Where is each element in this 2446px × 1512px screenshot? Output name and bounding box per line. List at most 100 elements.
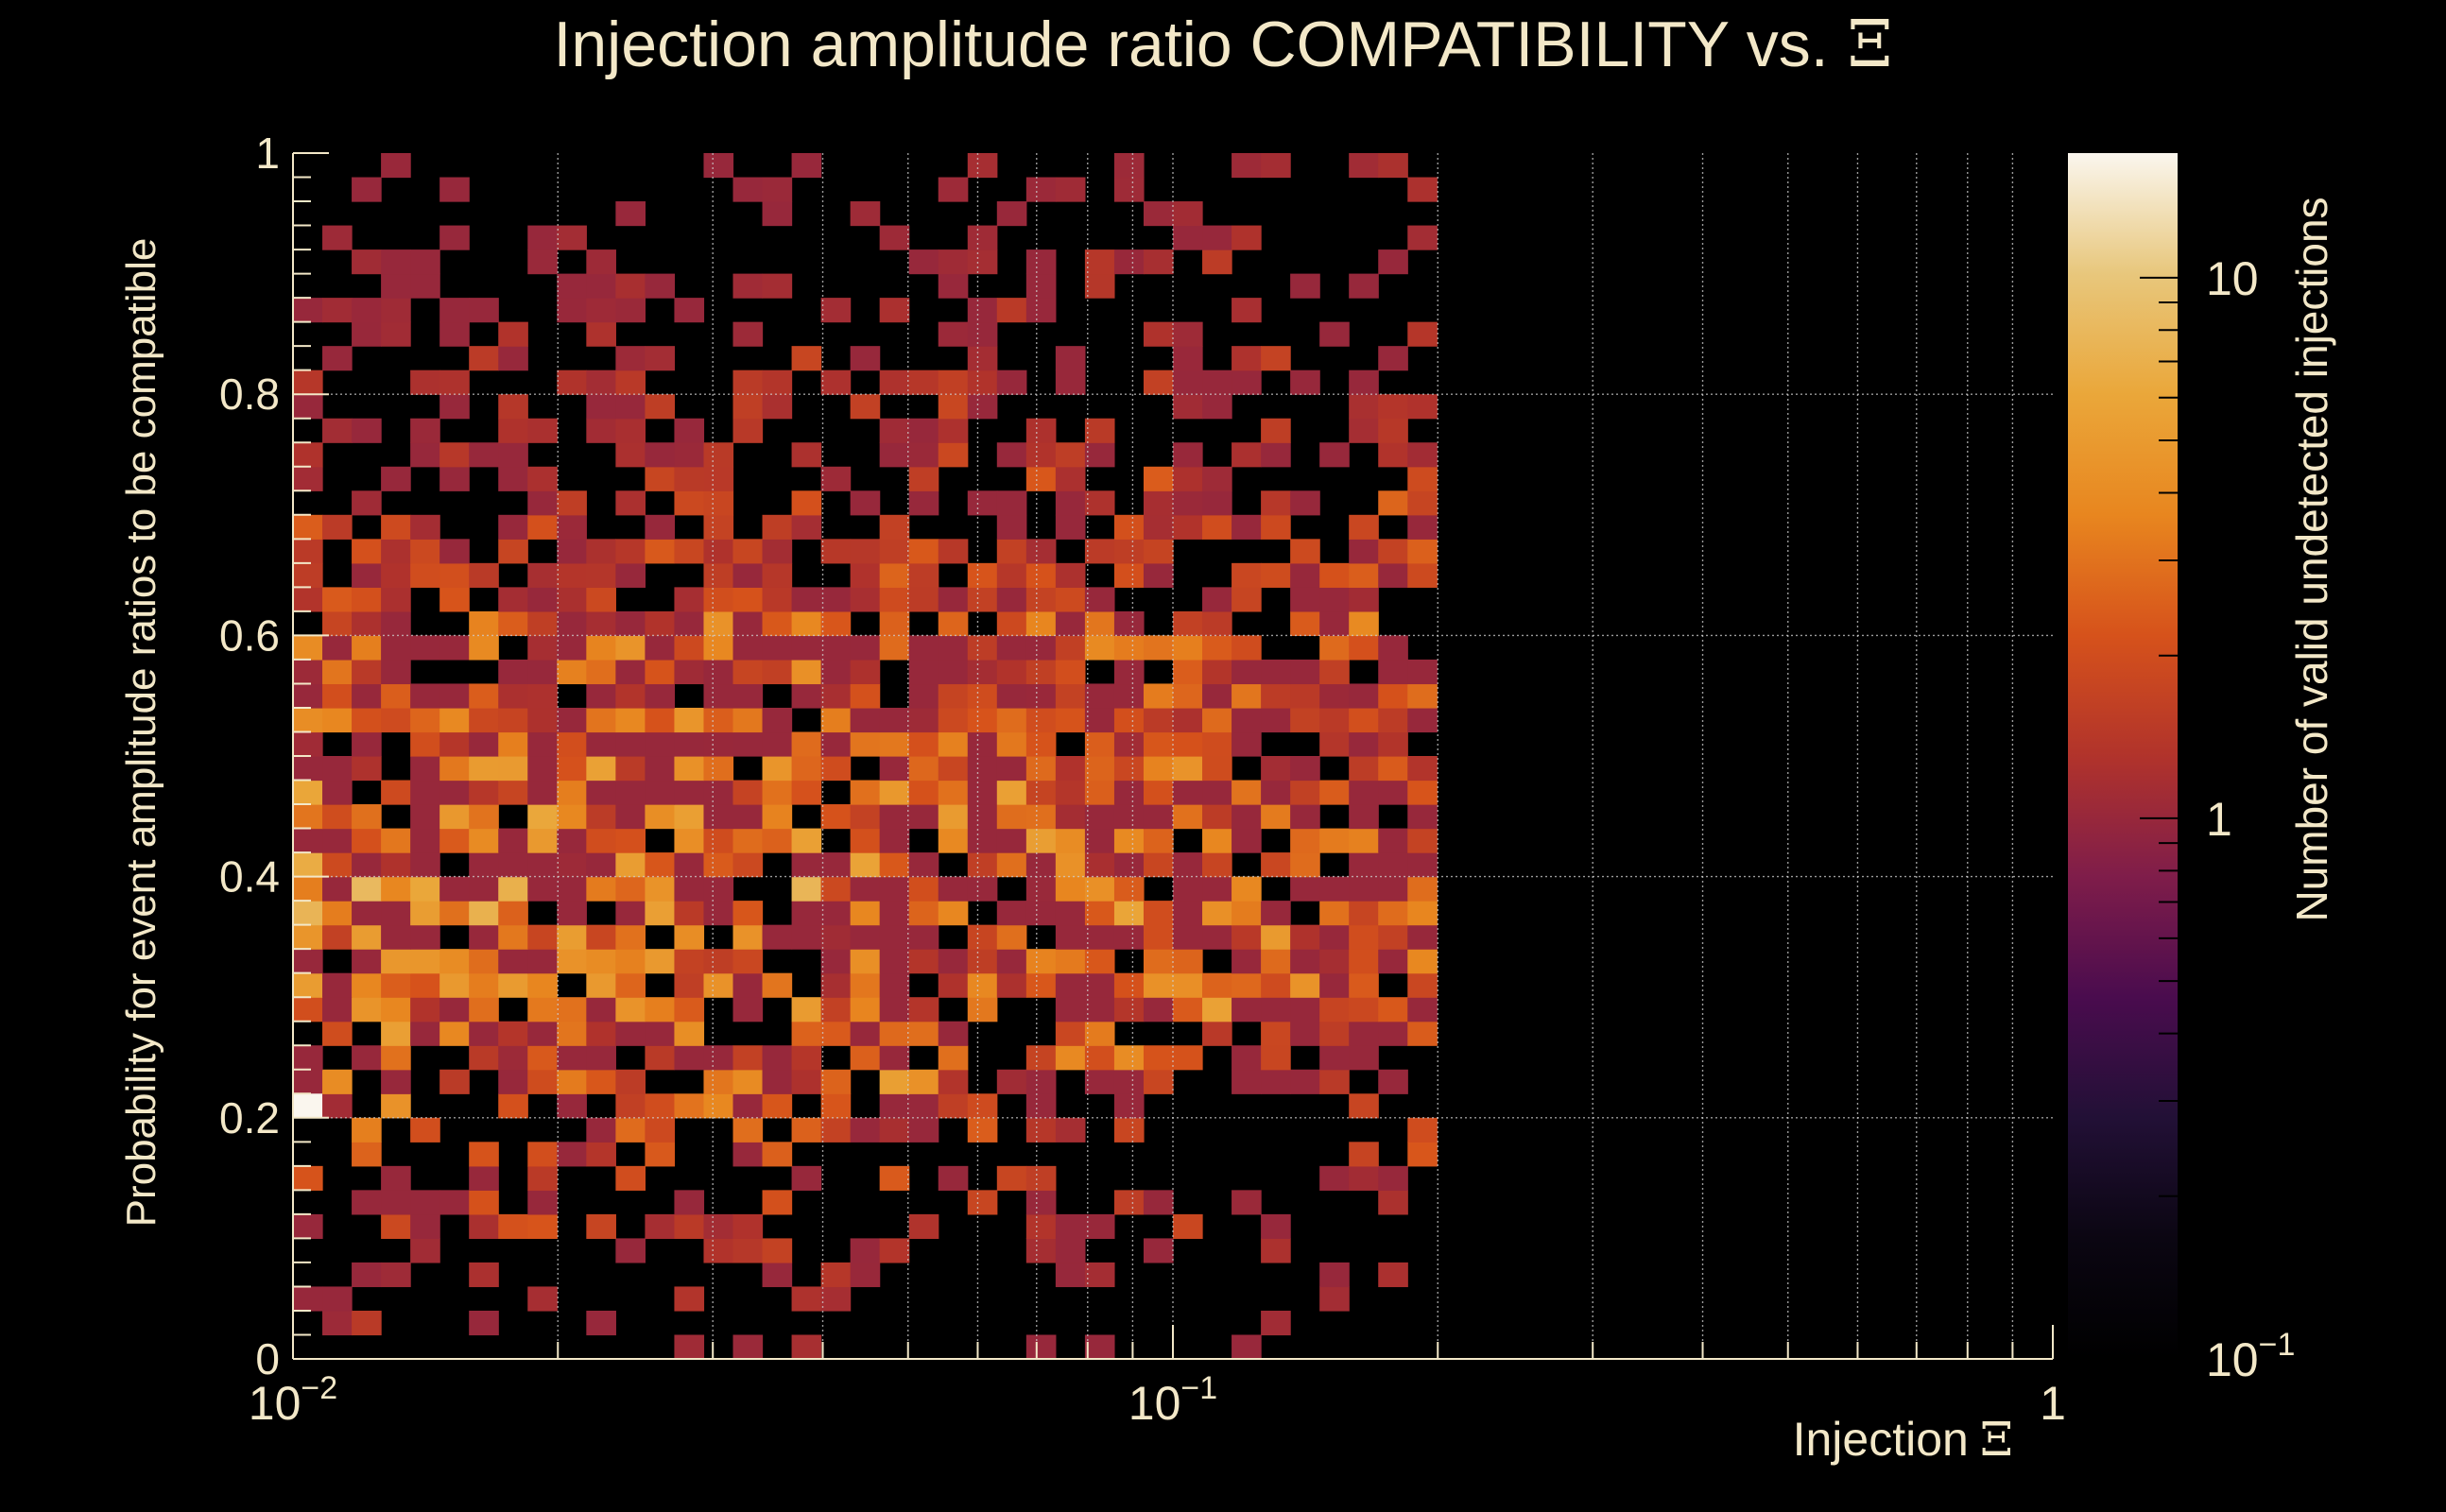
heatmap-cell bbox=[557, 587, 587, 612]
heatmap-cell bbox=[381, 249, 411, 275]
heatmap-cell bbox=[439, 804, 470, 830]
heatmap-cell bbox=[996, 756, 1027, 782]
heatmap-cell bbox=[1055, 1021, 1086, 1046]
heatmap-cell bbox=[820, 1021, 852, 1046]
heatmap-cell bbox=[381, 466, 411, 491]
heatmap-cell bbox=[996, 539, 1027, 564]
heatmap-cell bbox=[908, 949, 939, 974]
heatmap-cell bbox=[322, 901, 353, 926]
heatmap-cell bbox=[1202, 707, 1232, 733]
heatmap-cell bbox=[1261, 562, 1291, 588]
heatmap-cell bbox=[1173, 442, 1203, 468]
heatmap-cell bbox=[498, 1021, 528, 1046]
heatmap-cell bbox=[732, 731, 764, 757]
heatmap-cell bbox=[352, 177, 382, 202]
heatmap-cell bbox=[1319, 731, 1350, 757]
heatmap-cell bbox=[879, 1069, 910, 1094]
heatmap-cell bbox=[1113, 731, 1145, 757]
heatmap-cell bbox=[498, 587, 528, 612]
heatmap-cell bbox=[967, 852, 998, 878]
heatmap-cell bbox=[527, 707, 558, 733]
heatmap-cell bbox=[381, 780, 411, 805]
heatmap-cell bbox=[820, 804, 852, 830]
heatmap-cell bbox=[615, 804, 646, 830]
heatmap-cell bbox=[1290, 1021, 1320, 1046]
heatmap-cell bbox=[732, 273, 764, 299]
heatmap-cell bbox=[586, 997, 616, 1022]
heatmap-cell bbox=[439, 587, 470, 612]
heatmap-cell bbox=[1349, 828, 1379, 853]
heatmap-cell bbox=[1232, 901, 1262, 926]
heatmap-cell bbox=[586, 298, 616, 323]
heatmap-cell bbox=[967, 828, 998, 853]
heatmap-cell bbox=[352, 852, 382, 878]
heatmap-cell bbox=[703, 901, 734, 926]
heatmap-cell bbox=[498, 828, 528, 853]
heatmap-cell bbox=[1025, 442, 1057, 468]
heatmap-cell bbox=[439, 780, 470, 805]
heatmap-cell bbox=[1055, 924, 1086, 950]
heatmap-cell bbox=[1290, 949, 1320, 974]
heatmap-cell bbox=[703, 1093, 734, 1119]
heatmap-cell bbox=[850, 635, 881, 661]
heatmap-cell bbox=[1025, 539, 1057, 564]
heatmap-cell bbox=[498, 659, 528, 685]
heatmap-cell bbox=[1232, 1190, 1262, 1215]
heatmap-cell bbox=[762, 756, 793, 782]
heatmap-cell bbox=[527, 924, 558, 950]
heatmap-cell bbox=[1349, 997, 1379, 1022]
heatmap-cell bbox=[293, 587, 323, 612]
heatmap-cell bbox=[850, 949, 881, 974]
heatmap-cell bbox=[967, 394, 998, 420]
heatmap-cell bbox=[352, 876, 382, 902]
heatmap-cell bbox=[1202, 249, 1232, 275]
heatmap-cell bbox=[1202, 587, 1232, 612]
heatmap-cell bbox=[439, 442, 470, 468]
heatmap-cell bbox=[293, 659, 323, 685]
heatmap-cell bbox=[1025, 804, 1057, 830]
heatmap-cell bbox=[732, 1045, 764, 1071]
heatmap-cell bbox=[762, 177, 793, 202]
heatmap-cell bbox=[1143, 683, 1174, 709]
heatmap-cell bbox=[879, 731, 910, 757]
heatmap-cell bbox=[498, 418, 528, 443]
heatmap-cell bbox=[527, 610, 558, 636]
heatmap-cell bbox=[352, 1190, 382, 1215]
heatmap-cell bbox=[1173, 997, 1203, 1022]
heatmap-cell bbox=[820, 1117, 852, 1143]
heatmap-cell bbox=[1173, 1045, 1203, 1071]
heatmap-cell bbox=[557, 562, 587, 588]
heatmap-cell bbox=[352, 635, 382, 661]
heatmap-cell bbox=[615, 756, 646, 782]
heatmap-cell bbox=[469, 346, 499, 371]
heatmap-cell bbox=[1202, 780, 1232, 805]
heatmap-cell bbox=[439, 225, 470, 250]
heatmap-cell bbox=[1290, 539, 1320, 564]
heatmap-cell bbox=[1173, 514, 1203, 540]
heatmap-cell bbox=[791, 153, 822, 179]
heatmap-cell bbox=[996, 683, 1027, 709]
heatmap-cell bbox=[293, 369, 323, 395]
heatmap-cell bbox=[762, 780, 793, 805]
heatmap-cell bbox=[527, 683, 558, 709]
heatmap-cell bbox=[293, 1069, 323, 1094]
heatmap-cell bbox=[1173, 610, 1203, 636]
heatmap-cell bbox=[732, 394, 764, 420]
heatmap-cell bbox=[1025, 659, 1057, 685]
heatmap-cell bbox=[967, 997, 998, 1022]
heatmap-cell bbox=[1290, 804, 1320, 830]
heatmap-cell bbox=[469, 635, 499, 661]
heatmap-cell bbox=[732, 562, 764, 588]
heatmap-cell bbox=[1113, 756, 1145, 782]
heatmap-cell bbox=[1261, 1310, 1291, 1336]
heatmap-cell bbox=[439, 731, 470, 757]
heatmap-cell bbox=[674, 901, 705, 926]
heatmap-cell bbox=[1349, 610, 1379, 636]
y-axis-label: Probability for event amplitude ratios t… bbox=[118, 238, 164, 1228]
heatmap-cell bbox=[322, 610, 353, 636]
heatmap-cell bbox=[410, 731, 440, 757]
heatmap-cell bbox=[439, 177, 470, 202]
heatmap-cell bbox=[498, 756, 528, 782]
color-scale-tick-label: 10−1 bbox=[2206, 1327, 2295, 1386]
heatmap-cell bbox=[996, 298, 1027, 323]
